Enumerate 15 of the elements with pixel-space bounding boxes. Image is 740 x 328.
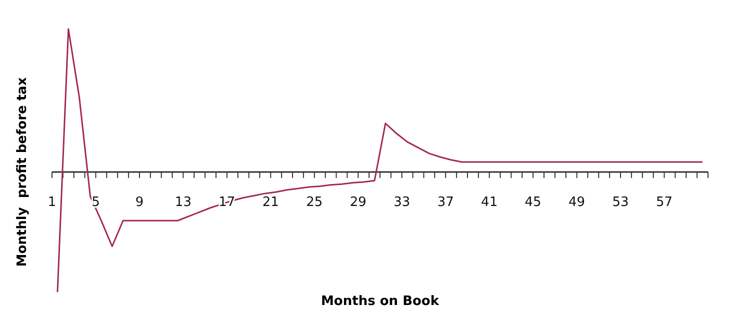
x-tick-label: 25 [306,195,323,210]
y-axis-title: Monthly profit before tax [15,76,30,267]
x-axis-title: Months on Book [321,294,440,309]
x-tick-label: 49 [568,195,586,210]
x-tick-label: 37 [437,195,454,210]
x-tick-label: 9 [135,195,144,210]
x-tick-label: 41 [481,195,498,210]
x-tick-label: 21 [262,195,279,210]
x-tick-label: 53 [612,195,629,210]
x-tick-label: 29 [350,195,366,210]
x-tick-label: 1 [48,195,56,210]
x-tick-label: 13 [174,195,192,210]
x-tick-label: 33 [394,195,410,210]
x-tick-label: 57 [656,195,673,210]
x-tick-label: 45 [524,195,542,210]
